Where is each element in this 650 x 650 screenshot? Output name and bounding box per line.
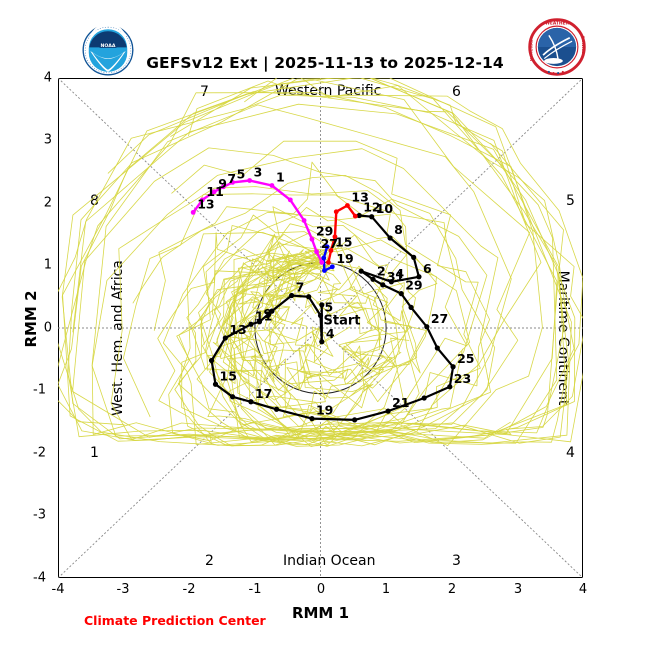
xtick-1: -3: [116, 582, 130, 597]
phase-number-5: 5: [566, 193, 575, 209]
x-axis-label: RMM 1: [291, 604, 350, 622]
svg-text:27: 27: [431, 311, 448, 326]
phase-number-1: 1: [90, 445, 99, 461]
ytick-0: 0: [43, 320, 52, 336]
svg-text:8: 8: [394, 222, 403, 237]
ytick-m1: -1: [33, 382, 46, 398]
phase-number-7: 7: [200, 84, 209, 100]
svg-text:31: 31: [387, 269, 404, 284]
svg-text:5: 5: [237, 166, 246, 181]
xtick-2: -2: [182, 582, 196, 597]
nws-logo-icon: WEATHER NATIONAL SERVICE: [528, 18, 586, 76]
xtick-5: 1: [381, 582, 391, 597]
svg-text:27: 27: [321, 236, 338, 251]
svg-text:21: 21: [392, 395, 409, 410]
svg-text:7: 7: [296, 280, 305, 295]
xtick-8: 4: [578, 582, 588, 597]
svg-text:17: 17: [255, 386, 272, 401]
ytick-4: 4: [43, 70, 52, 86]
xtick-4: 0: [316, 582, 326, 597]
svg-text:25: 25: [457, 351, 474, 366]
phase-number-8: 8: [90, 193, 99, 209]
noaa-logo-icon: NOAA: [82, 24, 134, 76]
cpc-credit: Climate Prediction Center: [84, 613, 266, 628]
svg-text:19: 19: [336, 251, 353, 266]
svg-text:12: 12: [363, 200, 380, 215]
svg-text:4: 4: [326, 326, 335, 341]
svg-text:3: 3: [254, 165, 263, 180]
phase-number-6: 6: [452, 84, 461, 100]
svg-text:5: 5: [325, 300, 334, 315]
xtick-3: -1: [248, 582, 262, 597]
svg-text:2: 2: [377, 263, 386, 278]
ytick-m3: -3: [33, 507, 46, 523]
svg-text:9: 9: [263, 306, 272, 321]
svg-text:15: 15: [220, 368, 237, 383]
svg-text:29: 29: [316, 223, 333, 238]
svg-text:6: 6: [423, 261, 432, 276]
ytick-1: 1: [43, 257, 52, 273]
svg-text:10: 10: [376, 201, 394, 216]
svg-text:13: 13: [229, 322, 246, 337]
svg-text:11: 11: [206, 184, 223, 199]
ytick-m2: -2: [33, 445, 46, 461]
svg-text:29: 29: [405, 278, 422, 293]
ytick-m4: -4: [33, 570, 46, 586]
phase-number-3: 3: [452, 553, 461, 569]
ytick-3: 3: [43, 132, 52, 148]
svg-text:WEATHER: WEATHER: [545, 20, 569, 26]
xtick-0: -4: [51, 582, 65, 597]
svg-text:9: 9: [218, 176, 227, 191]
svg-text:13: 13: [351, 190, 368, 205]
ytick-2: 2: [43, 195, 52, 211]
ensemble-tracks: [58, 78, 583, 447]
svg-text:7: 7: [227, 171, 236, 186]
page-title: GEFSv12 Ext | 2025-11-13 to 2025-12-14: [146, 54, 504, 72]
phase-number-2: 2: [205, 553, 214, 569]
trajectory-series: [190, 178, 456, 423]
xtick-6: 2: [447, 582, 457, 597]
svg-text:19: 19: [316, 403, 333, 418]
svg-text:11: 11: [255, 308, 272, 323]
svg-text:NATIONAL: NATIONAL: [530, 39, 534, 61]
svg-text:23: 23: [454, 371, 471, 386]
svg-text:4: 4: [395, 266, 404, 281]
svg-text:Start: Start: [324, 313, 361, 328]
svg-text:15: 15: [335, 235, 352, 250]
svg-text:1: 1: [276, 170, 285, 185]
svg-text:SERVICE: SERVICE: [581, 36, 585, 54]
xtick-7: 3: [513, 582, 523, 597]
region-label-indian-ocean: Indian Ocean: [283, 553, 376, 569]
svg-text:13: 13: [197, 196, 214, 211]
phase-number-4: 4: [566, 445, 575, 461]
svg-text:NOAA: NOAA: [101, 43, 116, 49]
